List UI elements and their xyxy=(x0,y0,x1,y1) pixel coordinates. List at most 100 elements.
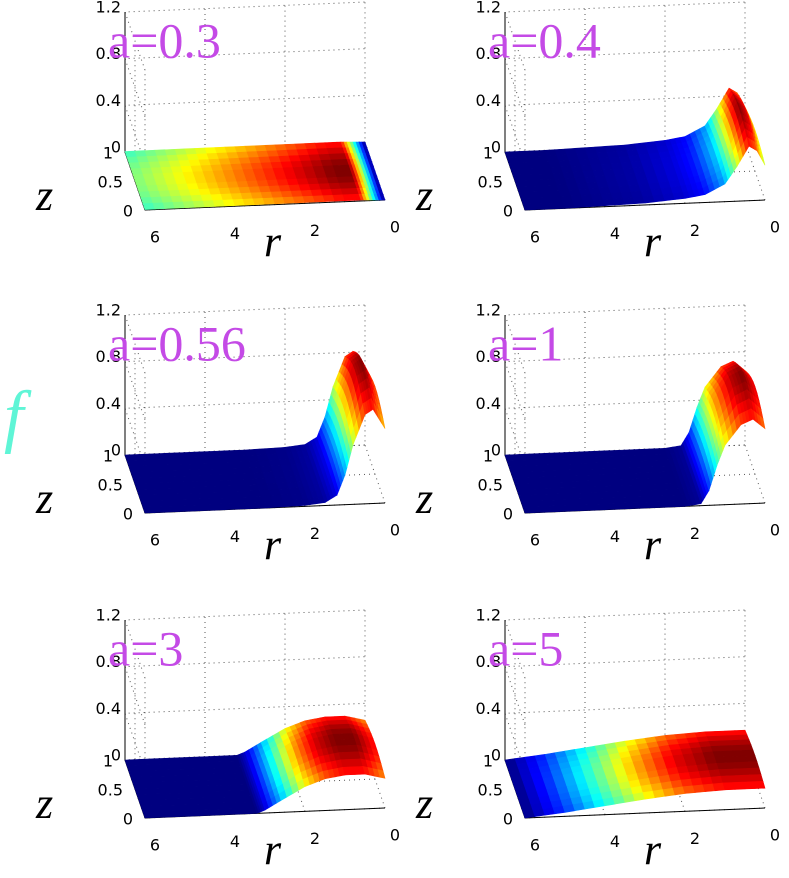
grid-line xyxy=(504,94,746,164)
surface-patch xyxy=(759,415,766,430)
grid-line xyxy=(364,610,386,809)
grid-line xyxy=(124,351,366,420)
z-tick-label: 1 xyxy=(483,144,493,163)
z-tick-label: 0.5 xyxy=(98,781,123,800)
r-tick-label: 4 xyxy=(610,832,620,851)
r-tick-label: 0 xyxy=(390,218,400,237)
grid-line xyxy=(124,94,366,164)
surface-patch xyxy=(642,501,666,509)
surface-patch xyxy=(542,505,566,513)
surface-patch xyxy=(377,769,386,779)
f-tick-label: 0 xyxy=(491,441,501,460)
grid-line xyxy=(284,613,306,812)
f-tick-label: 1.2 xyxy=(96,606,121,625)
surface-patch xyxy=(622,501,646,510)
f-tick-label: 1.2 xyxy=(476,606,501,625)
surface-patch xyxy=(379,413,386,429)
r-tick-label: 6 xyxy=(530,836,540,855)
z-tick-label: 0 xyxy=(123,505,133,524)
surface-patch xyxy=(662,500,686,508)
grid-line xyxy=(364,305,386,504)
f-tick-label: 0.4 xyxy=(96,91,121,110)
grid-line xyxy=(504,351,746,420)
grid-line xyxy=(744,2,766,201)
r-tick-label: 4 xyxy=(230,224,240,243)
f-tick-label: 0.8 xyxy=(96,347,121,366)
r-label: r xyxy=(644,217,662,266)
surface-patch xyxy=(748,767,762,776)
z-tick-label: 0.5 xyxy=(98,476,123,495)
f-tick-label: 0 xyxy=(491,138,501,157)
panel-title: a=0.3 xyxy=(108,12,221,68)
f-tick-label: 0.8 xyxy=(476,652,501,671)
grid-line xyxy=(124,304,366,374)
surface-patch xyxy=(736,734,750,741)
z-tick-label: 0 xyxy=(503,810,513,829)
r-label: r xyxy=(644,520,662,569)
f-tick-label: 0.8 xyxy=(476,347,501,366)
r-tick-label: 2 xyxy=(310,221,320,240)
surface-patch xyxy=(744,755,758,763)
f-tick-label: 0.4 xyxy=(96,394,121,413)
f-tick-label: 1.2 xyxy=(96,0,121,17)
surface-patch xyxy=(379,193,386,201)
f-tick-label: 0 xyxy=(111,746,121,765)
z-tick-label: 0.5 xyxy=(478,476,503,495)
grid-line xyxy=(124,656,366,725)
z-tick-label: 0 xyxy=(503,505,513,524)
r-tick-label: 4 xyxy=(610,527,620,546)
r-tick-label: 2 xyxy=(690,221,700,240)
f-tick-label: 1.2 xyxy=(96,301,121,320)
panel-title: a=3 xyxy=(108,620,183,676)
z-label: z xyxy=(35,474,53,523)
panel-title: a=5 xyxy=(488,620,563,676)
f-tick-label: 0.4 xyxy=(476,91,501,110)
surface-patch xyxy=(742,749,756,757)
r-tick-label: 0 xyxy=(770,521,780,540)
r-tick-label: 6 xyxy=(530,531,540,550)
grid-line xyxy=(124,702,366,772)
f-tick-label: 0.8 xyxy=(476,44,501,63)
f-tick-label: 0.4 xyxy=(476,394,501,413)
z-label: z xyxy=(35,171,53,220)
z-tick-label: 1 xyxy=(483,447,493,466)
surface-patch xyxy=(226,807,258,815)
r-tick-label: 6 xyxy=(150,836,160,855)
f-tick-label: 0 xyxy=(491,746,501,765)
grid-line xyxy=(504,656,746,725)
r-tick-label: 2 xyxy=(310,829,320,848)
r-tick-label: 0 xyxy=(390,826,400,845)
grid-line xyxy=(744,305,766,504)
r-label: r xyxy=(264,520,282,569)
grid-line xyxy=(504,702,746,772)
f-label: f xyxy=(4,378,32,455)
r-axis xyxy=(144,199,386,211)
grid-line xyxy=(504,609,746,679)
z-tick-label: 0 xyxy=(503,202,513,221)
f-tick-label: 0.4 xyxy=(96,699,121,718)
grid-line xyxy=(124,397,366,467)
surface-patch xyxy=(582,503,606,511)
surface-patch xyxy=(170,809,202,818)
surface-patch xyxy=(602,502,626,510)
r-axis xyxy=(524,807,766,819)
r-tick-label: 4 xyxy=(230,527,240,546)
r-label: r xyxy=(264,825,282,874)
z-tick-label: 1 xyxy=(483,752,493,771)
r-tick-label: 2 xyxy=(690,829,700,848)
panel-title: a=0.56 xyxy=(108,315,246,371)
grid-line xyxy=(504,48,746,117)
r-tick-label: 4 xyxy=(610,224,620,243)
grid-line xyxy=(124,48,366,117)
r-tick-label: 0 xyxy=(390,521,400,540)
r-tick-label: 2 xyxy=(310,524,320,543)
r-tick-label: 6 xyxy=(150,531,160,550)
r-label: r xyxy=(644,825,662,874)
z-label: z xyxy=(415,171,433,220)
surface-patch xyxy=(522,506,546,514)
grid-line xyxy=(124,1,366,71)
z-tick-label: 1 xyxy=(103,144,113,163)
r-tick-label: 6 xyxy=(150,228,160,247)
surface-patch xyxy=(746,761,760,769)
